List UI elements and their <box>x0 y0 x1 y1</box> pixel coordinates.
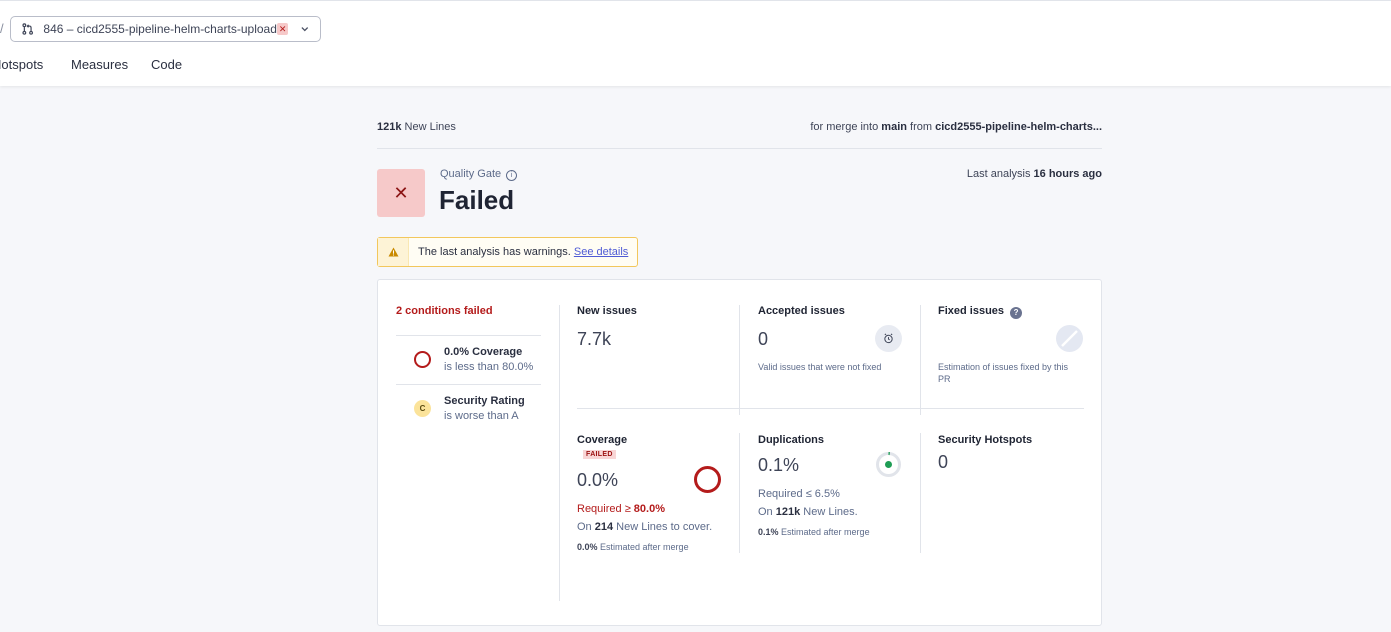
fixed-issues-description-1: Estimation of issues fixed by this <box>938 362 1069 372</box>
coverage-failed-badge: FAILED <box>583 450 616 459</box>
divider <box>739 433 740 553</box>
accepted-issues-value[interactable]: 0 <box>758 329 769 349</box>
red-ring-icon <box>414 351 431 368</box>
divider <box>559 305 560 601</box>
quality-gate-failed-icon: ✕ <box>377 169 425 217</box>
divider <box>920 305 921 415</box>
fixed-issues-title: Fixed issues? <box>938 305 1023 319</box>
info-icon[interactable]: i <box>506 170 518 181</box>
duplications-donut-icon <box>876 452 901 477</box>
divider <box>739 305 740 415</box>
warning-icon <box>378 238 409 266</box>
last-analysis: Last analysis 16 hours ago <box>966 168 1102 180</box>
new-lines-summary: 121k New Lines <box>377 121 456 133</box>
fixed-issues-description-2: PR <box>938 374 951 384</box>
coverage-title: Coverage <box>577 434 628 446</box>
coverage-value[interactable]: 0.0% <box>577 470 619 490</box>
warning-text: The last analysis has warnings. <box>418 246 571 258</box>
duplications-value[interactable]: 0.1% <box>758 455 800 475</box>
duplications-new-lines: On 121k New Lines. <box>758 506 858 518</box>
breadcrumb-separator: / <box>0 21 4 36</box>
condition-coverage[interactable]: 0.0% Coverage is less than 80.0% <box>396 335 541 384</box>
coverage-estimate: 0.0% Estimated after merge <box>577 542 689 552</box>
security-hotspots-title: Security Hotspots <box>938 434 1033 446</box>
tab-code[interactable]: Code <box>151 57 183 72</box>
see-details-link[interactable]: See details <box>573 246 629 258</box>
security-hotspots-value[interactable]: 0 <box>938 452 949 472</box>
rating-c-icon: C <box>414 400 431 417</box>
new-issues-title: New issues <box>577 305 637 317</box>
analysis-warning: The last analysis has warnings. See deta… <box>377 237 638 267</box>
top-bar: / 846 – cicd2555-pipeline-helm-charts-up… <box>0 0 1391 86</box>
merge-info: for merge into main from cicd2555-pipeli… <box>810 121 1102 133</box>
quality-gate-label: Quality Gate i <box>440 168 518 181</box>
branch-selector[interactable]: 846 – cicd2555-pipeline-helm-charts-uplo… <box>10 16 321 42</box>
pull-request-icon <box>22 23 33 35</box>
coverage-ring-icon <box>694 466 721 493</box>
branch-label: 846 – cicd2555-pipeline-helm-charts-uplo… <box>43 22 277 36</box>
failed-status-icon: ✕ <box>276 23 289 35</box>
summary-row: 121k New Lines for merge into main from … <box>377 121 1102 149</box>
accepted-issues-description: Valid issues that were not fixed <box>758 362 882 372</box>
divider <box>920 433 921 553</box>
not-applicable-icon <box>1056 325 1083 352</box>
duplications-estimate: 0.1% Estimated after merge <box>758 527 870 537</box>
coverage-new-lines: On 214 New Lines to cover. <box>577 521 713 533</box>
coverage-required: Required ≥ 80.0% <box>577 503 665 515</box>
conditions-list: 0.0% Coverage is less than 80.0% C Secur… <box>396 335 541 433</box>
new-issues-value[interactable]: 7.7k <box>577 329 612 349</box>
help-icon[interactable]: ? <box>1010 307 1023 319</box>
duplications-required: Required ≤ 6.5% <box>758 488 840 500</box>
metrics-card: 2 conditions failed 0.0% Coverage is les… <box>377 279 1102 626</box>
tab-hotspots[interactable]: Hotspots <box>0 57 44 72</box>
clock-icon <box>875 325 902 352</box>
quality-gate-status: Failed <box>439 185 515 215</box>
chevron-down-icon <box>301 27 309 32</box>
duplications-title: Duplications <box>758 434 825 446</box>
tab-measures[interactable]: Measures <box>71 57 129 72</box>
condition-security-rating[interactable]: C Security Rating is worse than A <box>396 384 541 433</box>
divider <box>577 408 1084 409</box>
accepted-issues-title: Accepted issues <box>758 305 845 317</box>
conditions-failed-title: 2 conditions failed <box>396 305 493 317</box>
